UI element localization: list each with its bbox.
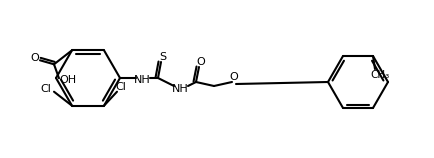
Text: Cl: Cl	[115, 82, 126, 92]
Text: Cl: Cl	[40, 84, 52, 94]
Text: CH₃: CH₃	[370, 70, 390, 80]
Text: S: S	[159, 52, 167, 62]
Text: NH: NH	[171, 84, 188, 94]
Text: OH: OH	[59, 75, 76, 85]
Text: O: O	[230, 72, 238, 82]
Text: O: O	[197, 57, 205, 67]
Text: O: O	[31, 53, 39, 63]
Text: NH: NH	[134, 75, 150, 85]
